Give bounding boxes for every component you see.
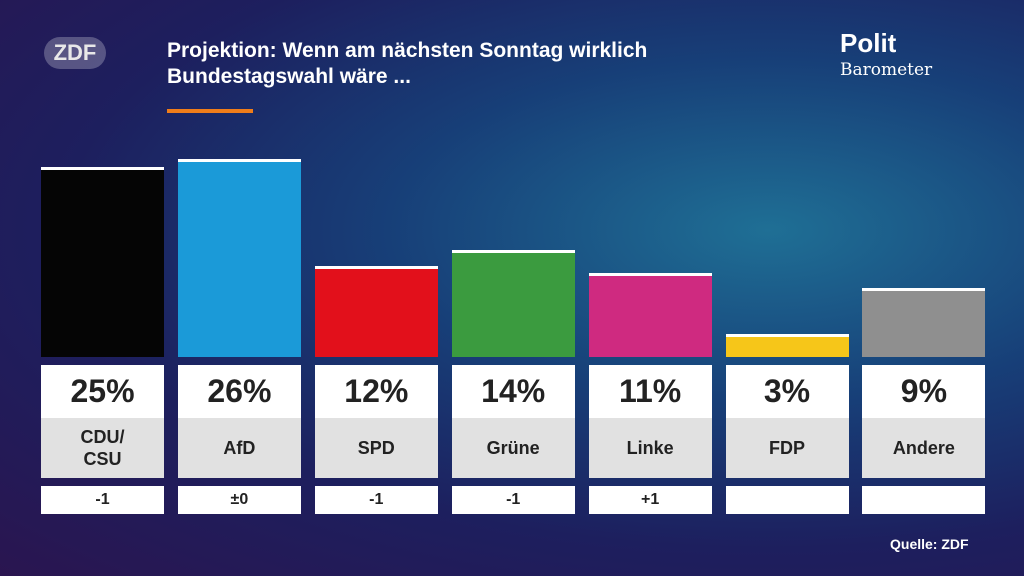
bar [314,265,438,357]
bar [451,250,575,357]
category-label: Andere [862,418,986,478]
title-underline [167,109,253,113]
category-label: SPD [314,418,438,478]
value-label: 9% [862,365,986,418]
channel-logo: ZDF [44,37,106,69]
bar [41,166,164,357]
category-label: AfD [177,418,301,478]
bar [177,159,301,357]
change-label: +1 [588,486,712,514]
change-label [862,486,986,514]
value-label: 3% [725,365,849,418]
change-label: -1 [41,486,164,514]
bar [862,288,986,357]
chart-title: Projektion: Wenn am nächsten Sonntag wir… [167,39,648,88]
value-label: 12% [314,365,438,418]
category-label: Grüne [451,418,575,478]
category-label: Linke [588,418,712,478]
change-label [725,486,849,514]
value-label: 26% [177,365,301,418]
value-label: 25% [41,365,164,418]
change-label: ±0 [177,486,301,514]
value-label: 14% [451,365,575,418]
show-logo: Barometer [840,60,933,80]
show-logo: Polit [840,28,897,58]
change-label: -1 [451,486,575,514]
category-label: FDP [725,418,849,478]
bar [725,334,849,357]
bar [588,273,712,357]
change-label: -1 [314,486,438,514]
value-label: 11% [588,365,712,418]
category-label: CDU/ CSU [41,418,164,478]
source: Quelle: ZDF [890,536,969,552]
